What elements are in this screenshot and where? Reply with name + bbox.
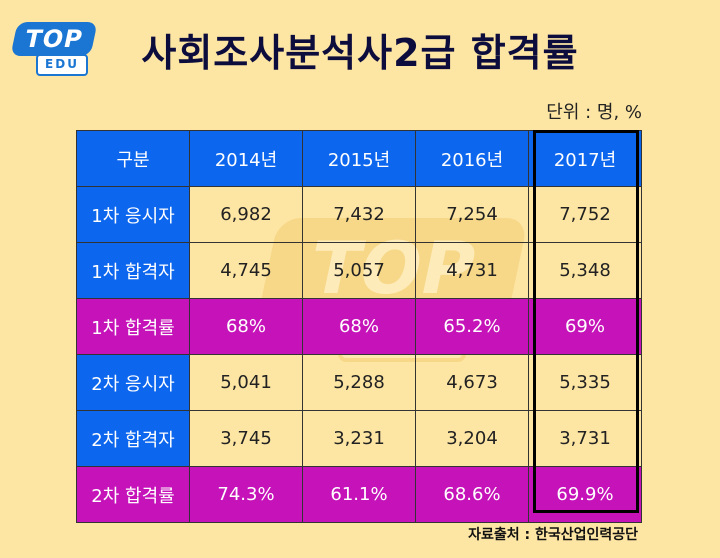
source-note: 자료출처 : 한국산업인력공단 [468, 527, 638, 543]
table-row: 2차 합격자 3,745 3,231 3,204 3,731 [76, 410, 642, 467]
row-label: 2차 합격률 [76, 466, 190, 523]
header-2015: 2015년 [302, 130, 416, 187]
row-label: 1차 합격자 [76, 242, 190, 299]
unit-note: 단위 : 명, % [546, 102, 642, 123]
table-cell: 5,348 [528, 242, 642, 299]
page-title: 사회조사분석사2급 합격률 [141, 31, 579, 75]
table-row: 1차 합격자 4,745 5,057 4,731 5,348 [76, 242, 642, 299]
table-row: 2차 합격률 74.3% 61.1% 68.6% 69.9% [76, 466, 642, 523]
header-2014: 2014년 [189, 130, 303, 187]
table-row: 2차 응시자 5,041 5,288 4,673 5,335 [76, 354, 642, 411]
table-cell: 5,041 [189, 354, 303, 411]
table-cell: 3,745 [189, 410, 303, 467]
row-label: 2차 응시자 [76, 354, 190, 411]
table-cell: 7,752 [528, 186, 642, 243]
logo-edu-text: EDU [36, 54, 88, 76]
table-cell: 68% [302, 298, 416, 355]
table-cell: 3,204 [415, 410, 529, 467]
row-label: 2차 합격자 [76, 410, 190, 467]
table-row: 1차 합격률 68% 68% 65.2% 69% [76, 298, 642, 355]
header-category: 구분 [76, 130, 190, 187]
table-cell: 74.3% [189, 466, 303, 523]
row-label: 1차 응시자 [76, 186, 190, 243]
table-cell: 68% [189, 298, 303, 355]
header-2017: 2017년 [528, 130, 642, 187]
table-cell: 69.9% [528, 466, 642, 523]
table-row: 1차 응시자 6,982 7,432 7,254 7,752 [76, 186, 642, 243]
table-cell: 3,231 [302, 410, 416, 467]
table-cell: 5,057 [302, 242, 416, 299]
table-cell: 68.6% [415, 466, 529, 523]
table-cell: 65.2% [415, 298, 529, 355]
pass-rate-table: 구분 2014년 2015년 2016년 2017년 1차 응시자 6,982 … [76, 130, 642, 523]
table-cell: 4,745 [189, 242, 303, 299]
table-cell: 3,731 [528, 410, 642, 467]
table-cell: 5,288 [302, 354, 416, 411]
top-edu-logo: TOP EDU [10, 22, 98, 76]
table-cell: 69% [528, 298, 642, 355]
table-cell: 4,673 [415, 354, 529, 411]
table-cell: 7,254 [415, 186, 529, 243]
table-cell: 61.1% [302, 466, 416, 523]
row-label: 1차 합격률 [76, 298, 190, 355]
table-cell: 7,432 [302, 186, 416, 243]
table-cell: 5,335 [528, 354, 642, 411]
header-2016: 2016년 [415, 130, 529, 187]
table-cell: 6,982 [189, 186, 303, 243]
table-cell: 4,731 [415, 242, 529, 299]
table-header-row: 구분 2014년 2015년 2016년 2017년 [76, 130, 642, 187]
